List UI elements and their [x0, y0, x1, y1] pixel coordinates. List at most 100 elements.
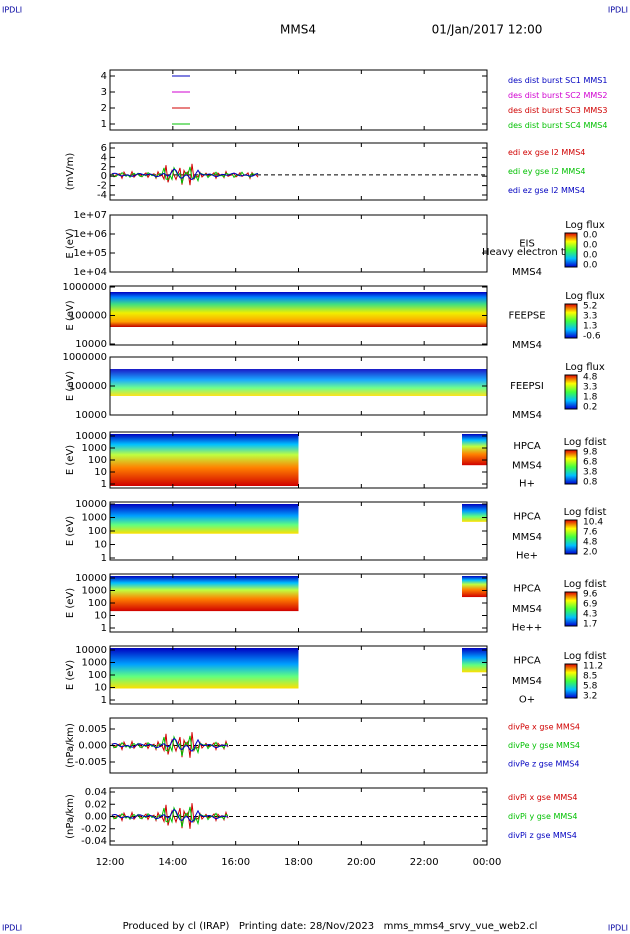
colorbar-tick: 6.9 — [583, 600, 598, 610]
legend-entry: des dist burst SC2 MMS2 — [508, 91, 607, 100]
spectrogram — [110, 576, 299, 612]
legend-entry: des dist burst SC3 MMS3 — [508, 106, 607, 115]
y-tick-label: 1e+07 — [73, 210, 107, 221]
colorbar-tick: 11.2 — [583, 662, 603, 672]
colorbar — [564, 374, 578, 410]
y-tick-label: -0.02 — [81, 824, 107, 835]
y-axis-label: (nPa/km) — [65, 723, 76, 768]
panel-label: FEEPSI — [510, 381, 544, 392]
y-axis-label: E (eV) — [65, 228, 76, 258]
legend-entry: des dist burst SC4 MMS4 — [508, 121, 607, 130]
panel-label: EIS — [519, 239, 535, 250]
panel-frame — [109, 69, 488, 131]
colorbar-tick: 0.0 — [583, 261, 598, 271]
date: 01/Jan/2017 12:00 — [432, 23, 543, 37]
colorbar-tick: 0.0 — [583, 251, 598, 261]
colorbar-tick: 1.7 — [583, 620, 597, 630]
panel-label: MMS4 — [512, 410, 542, 421]
spectrogram — [110, 434, 299, 486]
y-tick-label: 0.04 — [85, 787, 107, 798]
legend-entry: divPi y gse MMS4 — [508, 812, 577, 821]
y-tick-label: 1000 — [82, 658, 107, 669]
x-tick-label: 16:00 — [221, 857, 250, 868]
y-tick-label: 100 — [88, 598, 107, 609]
corner-label: IPDLI — [2, 924, 22, 933]
spectrogram — [462, 504, 487, 522]
colorbar-title: Log flux — [565, 362, 605, 373]
colorbar-tick: 0.2 — [583, 403, 597, 413]
colorbar-tick: 5.8 — [583, 682, 598, 692]
spectrogram — [462, 576, 487, 598]
y-axis-label: E (eV) — [65, 300, 76, 330]
colorbar-tick: 1.8 — [583, 393, 598, 403]
y-tick-label: 2 — [101, 103, 107, 114]
legend-entry: divPe y gse MMS4 — [508, 741, 580, 750]
colorbar-tick: 1.3 — [583, 322, 597, 332]
colorbar — [564, 591, 578, 627]
y-axis-label: E (eV) — [65, 371, 76, 401]
y-tick-label: 1 — [101, 695, 107, 706]
trace — [111, 735, 229, 756]
trace — [111, 168, 259, 181]
y-tick-label: 100000 — [69, 381, 107, 392]
y-tick-label: 1 — [101, 119, 107, 130]
panel-label: HPCA — [513, 441, 541, 452]
legend-entry: divPi z gse MMS4 — [508, 831, 577, 840]
panel-label: HPCA — [513, 584, 541, 595]
panel-label: MMS4 — [512, 267, 542, 278]
colorbar-tick: 5.2 — [583, 302, 597, 312]
y-tick-label: 0.02 — [85, 799, 107, 810]
panel-label: HPCA — [513, 656, 541, 667]
colorbar-title: Log flux — [565, 220, 605, 231]
corner-label: IPDLI — [2, 6, 22, 15]
panel-note: Heavy electron to — [482, 247, 571, 258]
trace — [111, 808, 229, 823]
y-tick-label: 10000 — [75, 645, 107, 656]
y-tick-label: 1000000 — [62, 282, 107, 293]
y-tick-label: 3 — [101, 87, 107, 98]
colorbar-title: Log flux — [565, 291, 605, 302]
y-axis-label: E (eV) — [65, 445, 76, 475]
colorbar — [564, 519, 578, 555]
colorbar-tick: 4.3 — [583, 610, 597, 620]
x-tick-label: 20:00 — [347, 857, 376, 868]
spectrogram — [110, 504, 299, 534]
y-tick-label: 100000 — [69, 311, 107, 322]
legend-entry: edi ez gse l2 MMS4 — [508, 186, 585, 195]
y-tick-label: 10000 — [75, 410, 107, 421]
y-tick-label: 10 — [94, 611, 107, 622]
y-tick-label: 10000 — [75, 573, 107, 584]
colorbar-tick: 6.8 — [583, 458, 598, 468]
y-tick-label: -2 — [97, 181, 107, 192]
colorbar — [564, 303, 578, 339]
panel-label: HPCA — [513, 512, 541, 523]
legend-entry: divPe x gse MMS4 — [508, 723, 580, 732]
panels: 4 3 2 1 des dist burst SC1 MMS1 des dist burs… — [62, 69, 607, 868]
panel-label: MMS4 — [512, 532, 542, 543]
colorbar-tick: 4.8 — [583, 373, 598, 383]
x-tick-label: 22:00 — [410, 857, 439, 868]
spectrogram — [462, 648, 487, 673]
y-tick-label: 1000 — [82, 586, 107, 597]
panel-label: MMS4 — [512, 461, 542, 472]
y-tick-label: 1e+05 — [73, 248, 107, 259]
y-tick-label: 10000 — [75, 339, 107, 350]
y-tick-label: 1 — [101, 479, 107, 490]
y-tick-label: -0.005 — [75, 757, 107, 768]
colorbar-tick: 3.3 — [583, 312, 597, 322]
legend-entry: divPe z gse MMS4 — [508, 759, 579, 768]
corner-label: IPDLI — [608, 6, 628, 15]
y-tick-label: 10000 — [75, 499, 107, 510]
colorbar-tick: 9.8 — [583, 448, 598, 458]
panel-label: MMS4 — [512, 676, 542, 687]
y-tick-label: 10 — [94, 683, 107, 694]
y-tick-label: -0.04 — [81, 836, 107, 847]
colorbar-tick: 9.6 — [583, 590, 598, 600]
y-tick-label: 6 — [101, 143, 107, 154]
trace — [111, 737, 229, 752]
y-tick-label: 100 — [88, 455, 107, 466]
y-axis-label: E (eV) — [65, 516, 76, 546]
panel-label: FEEPSE — [508, 311, 545, 322]
y-axis-label: (nPa/km) — [65, 794, 76, 839]
colorbar-tick: 0.0 — [583, 241, 598, 251]
